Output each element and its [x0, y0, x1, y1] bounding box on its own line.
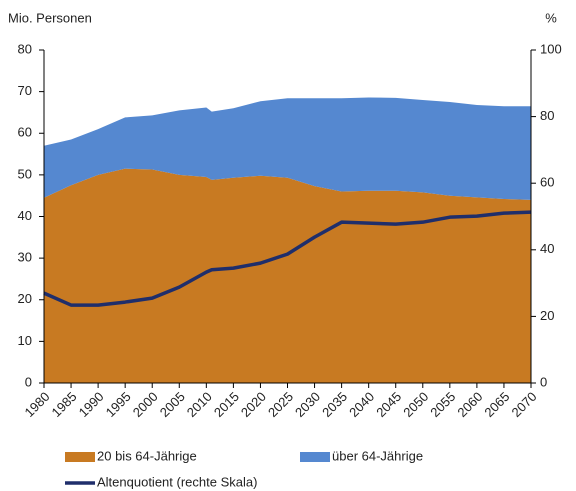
y-tick-label: 70 — [18, 83, 32, 98]
x-tick-label: 2005 — [157, 389, 188, 420]
y-axis-label: Mio. Personen — [8, 10, 92, 25]
x-tick-label: 2050 — [400, 389, 431, 420]
x-tick-label: 2015 — [211, 389, 242, 420]
x-tick-label: 2055 — [427, 389, 458, 420]
y-tick-label: 80 — [18, 41, 32, 56]
legend-label: Altenquotient (rechte Skala) — [97, 474, 257, 489]
x-tick-label: 1980 — [21, 389, 52, 420]
legend-swatch — [300, 452, 330, 462]
area — [44, 97, 531, 200]
y2-tick-label: 80 — [540, 108, 554, 123]
y2-tick-label: 100 — [540, 41, 562, 56]
x-tick-label: 2040 — [346, 389, 377, 420]
x-tick-label: 1985 — [49, 389, 80, 420]
y2-axis-label: % — [545, 10, 557, 25]
x-tick-label: 2000 — [130, 389, 161, 420]
y-tick-label: 50 — [18, 166, 32, 181]
x-tick-label: 1995 — [103, 389, 134, 420]
y-tick-label: 30 — [18, 250, 32, 265]
legend-swatch — [65, 452, 95, 462]
y2-tick-label: 0 — [540, 374, 547, 389]
y2-tick-label: 60 — [540, 175, 554, 190]
x-tick-label: 2025 — [265, 389, 296, 420]
x-tick-label: 1990 — [76, 389, 107, 420]
x-tick-label: 2020 — [238, 389, 269, 420]
x-tick-label: 2065 — [481, 389, 512, 420]
x-tick-label: 2010 — [184, 389, 215, 420]
legend-label: 20 bis 64-Jährige — [97, 448, 197, 463]
x-tick-label: 2035 — [319, 389, 350, 420]
ratio-line — [43, 210, 532, 307]
x-tick-label: 2045 — [373, 389, 404, 420]
y-tick-label: 0 — [25, 374, 32, 389]
x-tick-label: 2070 — [508, 389, 539, 420]
x-tick-label: 2030 — [292, 389, 323, 420]
y-tick-label: 10 — [18, 333, 32, 348]
y2-tick-label: 40 — [540, 241, 554, 256]
x-tick-label: 2060 — [454, 389, 485, 420]
legend-label: über 64-Jährige — [332, 448, 423, 463]
y-tick-label: 60 — [18, 125, 32, 140]
y2-tick-label: 20 — [540, 308, 554, 323]
y-tick-label: 40 — [18, 208, 32, 223]
y-tick-label: 20 — [18, 291, 32, 306]
area — [44, 168, 531, 383]
